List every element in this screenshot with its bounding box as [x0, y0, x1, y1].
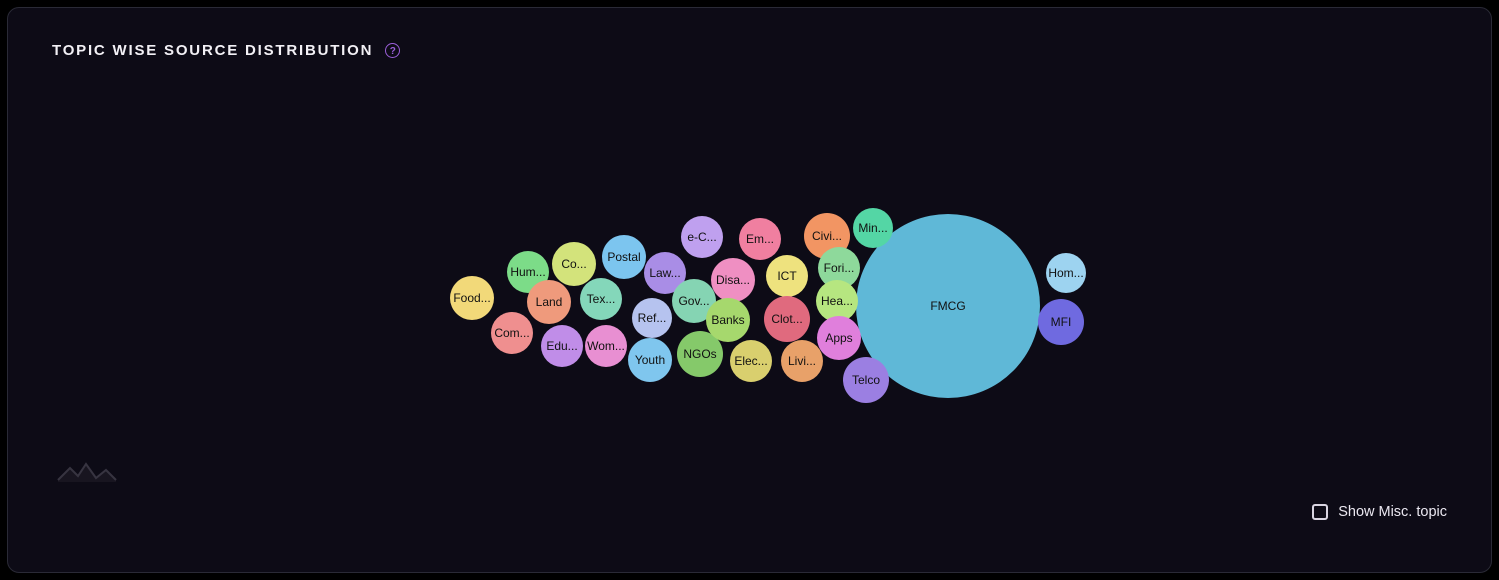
bubble-node[interactable]: Em...	[739, 218, 781, 260]
show-misc-checkbox[interactable]: Show Misc. topic	[1312, 504, 1447, 520]
bubble-node[interactable]: Land	[527, 280, 571, 324]
checkbox-label: Show Misc. topic	[1338, 504, 1447, 520]
bubble-node[interactable]: Ref...	[632, 298, 672, 338]
bubble-node[interactable]: Apps	[817, 316, 861, 360]
bubble-node[interactable]: ICT	[766, 255, 808, 297]
bubble-node[interactable]: e-C...	[681, 216, 723, 258]
bubble-node[interactable]: Edu...	[541, 325, 583, 367]
bubble-node[interactable]: MFI	[1038, 299, 1084, 345]
bubble-node[interactable]: Tex...	[580, 278, 622, 320]
bubble-node[interactable]: Wom...	[585, 325, 627, 367]
bubble-node[interactable]: Min...	[853, 208, 893, 248]
chart-panel: TOPIC WISE SOURCE DISTRIBUTION ? FMCGMFI…	[7, 7, 1492, 573]
bubble-node[interactable]: Banks	[706, 298, 750, 342]
bubble-node[interactable]: Com...	[491, 312, 533, 354]
bubble-node[interactable]: Postal	[602, 235, 646, 279]
checkbox-icon	[1312, 504, 1328, 520]
amcharts-logo-icon	[56, 460, 118, 484]
bubble-node[interactable]: Food...	[450, 276, 494, 320]
bubble-node[interactable]: Livi...	[781, 340, 823, 382]
bubble-node[interactable]: Co...	[552, 242, 596, 286]
bubble-node[interactable]: Telco	[843, 357, 889, 403]
bubble-node[interactable]: Elec...	[730, 340, 772, 382]
bubble-chart: FMCGMFIHom...Min...Civi...Em...e-C...Pos…	[8, 8, 1491, 572]
bubble-node[interactable]: Disa...	[711, 258, 755, 302]
bubble-node[interactable]: Hom...	[1046, 253, 1086, 293]
bubble-node[interactable]: Youth	[628, 338, 672, 382]
bubble-node[interactable]: Clot...	[764, 296, 810, 342]
